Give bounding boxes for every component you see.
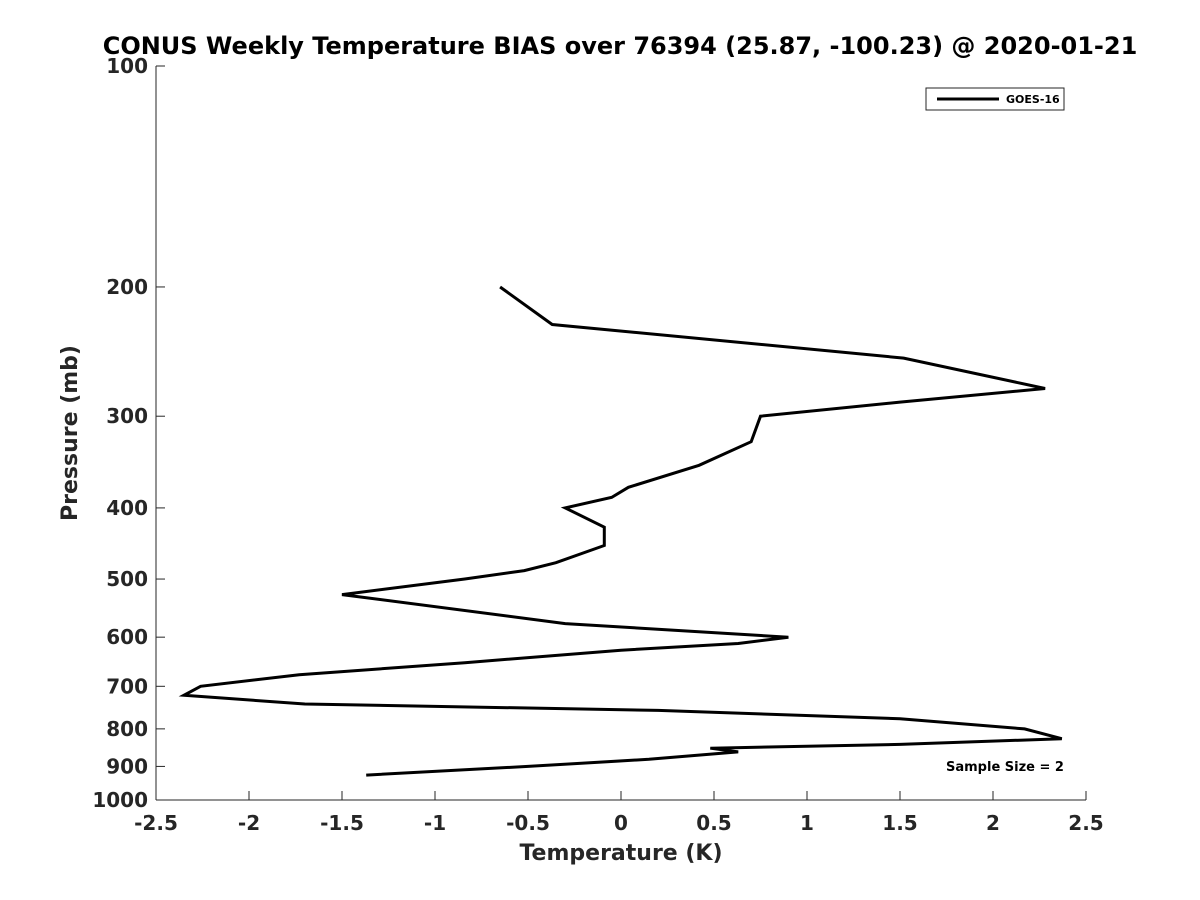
- chart-title: CONUS Weekly Temperature BIAS over 76394…: [103, 32, 1138, 60]
- y-tick-label: 500: [106, 567, 148, 591]
- plot-area: [155, 66, 1086, 801]
- x-tick-label: 1: [800, 811, 814, 835]
- x-tick-label: 2: [986, 811, 1000, 835]
- y-tick-label: 300: [106, 404, 148, 428]
- x-ticks: -2.5 -2 -1.5 -1 -0.5 0 0.5 1 1.5 2 2.5: [134, 791, 1104, 835]
- y-tick-label: 1000: [92, 788, 148, 812]
- y-tick-label: 800: [106, 717, 148, 741]
- legend-entry: GOES-16: [1006, 93, 1060, 106]
- y-tick-label: 200: [106, 275, 148, 299]
- series-line-goes-16: [178, 285, 1063, 777]
- x-tick-label: -0.5: [506, 811, 550, 835]
- sample-size-note: Sample Size = 2: [946, 760, 1064, 775]
- x-tick-label: -1: [424, 811, 446, 835]
- y-axis-label: Pressure (mb): [58, 345, 83, 521]
- x-tick-label: -2: [238, 811, 260, 835]
- y-tick-label: 100: [106, 54, 148, 78]
- x-tick-label: 0: [614, 811, 628, 835]
- x-tick-label: 1.5: [882, 811, 917, 835]
- x-axis-label: Temperature (K): [519, 841, 722, 866]
- x-tick-label: -1.5: [320, 811, 364, 835]
- series-layer: [178, 285, 1063, 777]
- y-tick-label: 900: [106, 754, 148, 778]
- y-ticks: 100 200 300 400 500 600 700 800 900 1000: [92, 54, 165, 812]
- y-tick-label: 600: [106, 625, 148, 649]
- y-tick-label: 400: [106, 496, 148, 520]
- x-tick-label: 2.5: [1068, 811, 1103, 835]
- x-tick-label: 0.5: [696, 811, 731, 835]
- y-tick-label: 700: [106, 674, 148, 698]
- legend: GOES-16: [925, 87, 1065, 111]
- x-tick-label: -2.5: [134, 811, 178, 835]
